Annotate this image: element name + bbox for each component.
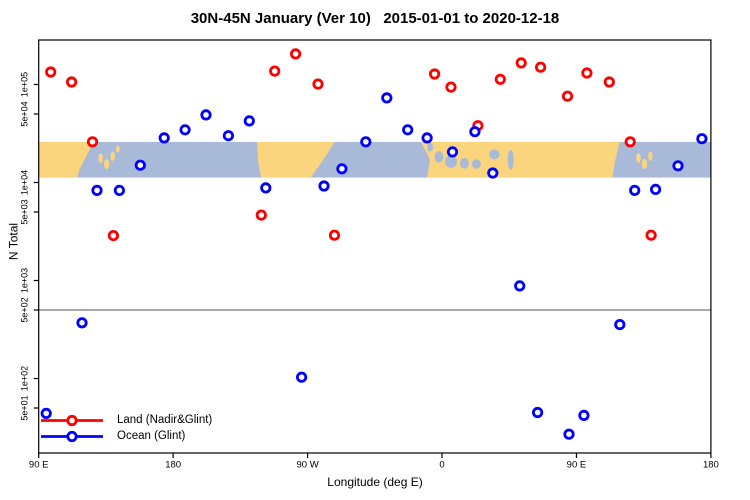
data-point xyxy=(243,115,255,127)
data-point xyxy=(260,182,272,194)
world-map-band xyxy=(38,141,711,178)
data-point xyxy=(76,317,88,329)
data-point xyxy=(624,136,636,148)
data-point xyxy=(289,48,302,60)
data-point xyxy=(672,160,684,172)
data-point xyxy=(534,61,547,73)
data-point xyxy=(469,126,481,138)
data-point xyxy=(318,180,330,192)
data-point xyxy=(421,132,433,144)
data-point xyxy=(45,66,57,78)
data-point xyxy=(255,209,267,221)
data-point xyxy=(86,136,99,148)
legend-label-land: Land (Nadir&Glint) xyxy=(117,414,213,426)
data-point xyxy=(222,130,234,142)
data-point xyxy=(66,76,78,88)
ocean-points xyxy=(40,92,708,440)
chart-title: 30N-45N January (Ver 10) 2015-01-01 to 2… xyxy=(190,10,560,27)
data-point xyxy=(200,109,212,121)
svg-text:1e+02: 1e+02 xyxy=(20,366,30,391)
x-axis-ticks: 90 E 180 90 W 0 90 E 180 xyxy=(29,453,719,471)
data-point xyxy=(134,159,146,171)
data-point xyxy=(158,132,170,144)
data-point xyxy=(578,409,590,421)
data-point xyxy=(445,81,457,93)
svg-text:180: 180 xyxy=(165,460,181,471)
x-axis-label: Longitude (deg E) xyxy=(327,475,423,489)
data-point xyxy=(107,230,120,242)
data-point xyxy=(336,163,348,175)
legend-label-ocean: Ocean (Glint) xyxy=(117,430,186,442)
data-point xyxy=(581,67,593,79)
data-point xyxy=(603,76,615,88)
svg-text:0: 0 xyxy=(439,460,444,471)
data-point xyxy=(649,183,662,195)
data-point xyxy=(269,65,281,77)
svg-text:1e+03: 1e+03 xyxy=(20,268,30,293)
data-point xyxy=(629,184,641,196)
data-point xyxy=(561,90,574,102)
data-point xyxy=(91,184,103,196)
data-point xyxy=(645,229,657,241)
land-points xyxy=(45,48,657,242)
svg-text:90 E: 90 E xyxy=(567,460,587,471)
svg-text:1e+04: 1e+04 xyxy=(20,170,30,195)
data-point xyxy=(113,184,126,196)
y-axis-label: N Total xyxy=(6,222,21,261)
data-point xyxy=(40,407,52,419)
svg-text:5e+02: 5e+02 xyxy=(20,297,30,322)
data-point xyxy=(696,133,708,145)
data-point xyxy=(494,73,506,85)
data-point xyxy=(563,428,575,440)
data-point xyxy=(360,136,372,148)
svg-text:5e+01: 5e+01 xyxy=(20,395,30,420)
svg-text:5e+03: 5e+03 xyxy=(20,199,30,224)
data-point xyxy=(328,229,341,241)
svg-text:90 E: 90 E xyxy=(29,460,49,471)
plot-border xyxy=(38,39,712,454)
data-point xyxy=(487,167,499,179)
data-point xyxy=(514,280,526,292)
svg-text:1e+05: 1e+05 xyxy=(20,72,30,97)
legend-markers xyxy=(41,414,103,443)
data-point xyxy=(428,68,441,80)
data-point xyxy=(515,57,527,69)
y-axis-ticks: 1e+05 5e+04 1e+04 5e+03 1e+03 5e+02 1e+02 5e+01 xyxy=(20,72,39,421)
data-point xyxy=(312,78,324,90)
data-point xyxy=(402,124,414,136)
svg-text:5e+04: 5e+04 xyxy=(20,101,30,126)
data-point xyxy=(614,318,626,331)
data-point xyxy=(179,124,191,136)
data-point xyxy=(531,406,544,419)
svg-text:90 W: 90 W xyxy=(296,460,318,471)
svg-text:180: 180 xyxy=(703,460,719,471)
data-point xyxy=(295,371,308,383)
data-point xyxy=(381,92,393,104)
data-point xyxy=(446,146,459,158)
